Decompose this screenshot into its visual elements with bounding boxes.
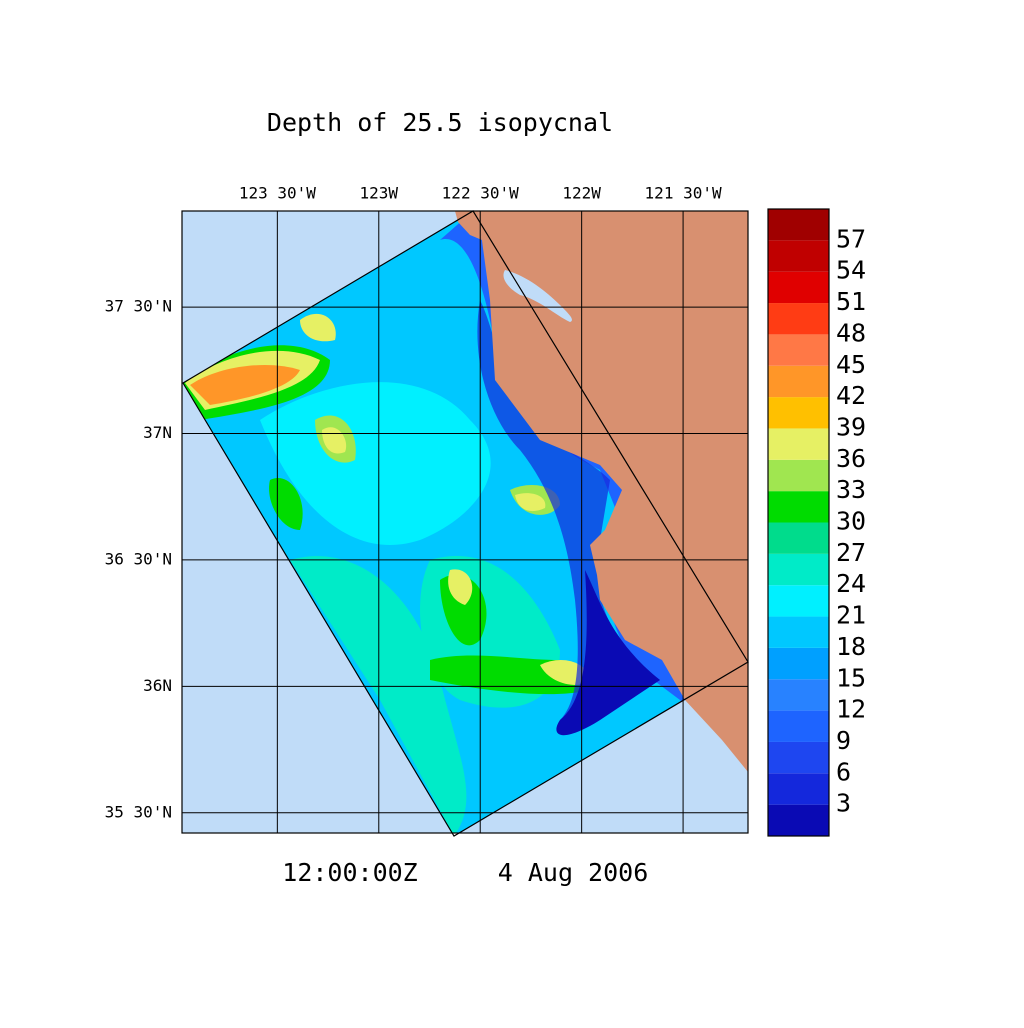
colorbar-frame <box>767 208 830 837</box>
color-box <box>768 741 829 774</box>
lon-tick-label: 122W <box>562 184 601 203</box>
color-box <box>768 773 829 805</box>
level-label: 15 <box>836 663 866 692</box>
level-label: 42 <box>836 381 866 410</box>
level-label: 48 <box>836 318 866 347</box>
map-frame <box>181 210 749 834</box>
level-label: 9 <box>836 726 851 755</box>
time-label: 12:00:00Z <box>282 858 417 887</box>
level-label: 33 <box>836 475 866 504</box>
color-box <box>768 459 829 492</box>
lon-tick-label: 122 30'W <box>442 184 519 203</box>
color-box <box>768 804 829 836</box>
level-label: 54 <box>836 256 866 285</box>
color-box <box>768 679 829 711</box>
lat-tick-label: 37N <box>143 423 172 442</box>
level-label: 6 <box>836 757 851 786</box>
lon-tick-label: 123W <box>360 184 399 203</box>
color-box <box>768 303 829 335</box>
date-label: 4 Aug 2006 <box>498 858 649 887</box>
color-box <box>768 491 829 523</box>
color-box <box>768 647 829 680</box>
color-box <box>768 428 829 460</box>
land <box>478 211 748 772</box>
level-label: 30 <box>836 507 866 536</box>
level-label: 36 <box>836 444 866 473</box>
level-label: 39 <box>836 412 866 441</box>
title: Depth of 25.5 isopycnal <box>267 108 613 137</box>
color-box <box>768 271 829 304</box>
color-box <box>768 585 829 617</box>
color-box <box>768 397 829 429</box>
lon-tick-label: 121 30'W <box>645 184 722 203</box>
color-box <box>768 209 829 241</box>
level-label: 12 <box>836 695 866 724</box>
lon-tick-label: 123 30'W <box>239 184 316 203</box>
color-box <box>768 334 829 366</box>
lat-tick-label: 36N <box>143 676 172 695</box>
level-label: 51 <box>836 287 866 316</box>
level-label: 18 <box>836 632 866 661</box>
level-label: 24 <box>836 569 866 598</box>
color-box <box>768 522 829 554</box>
color-box <box>768 553 829 586</box>
bay <box>503 270 572 322</box>
level-label: 21 <box>836 601 866 630</box>
level-label: 3 <box>836 789 851 818</box>
color-box <box>768 240 829 272</box>
level-label: 57 <box>836 224 866 253</box>
lat-tick-label: 35 30'N <box>105 802 172 821</box>
color-box <box>768 616 829 648</box>
color-box <box>768 365 829 398</box>
lat-tick-label: 36 30'N <box>105 549 172 568</box>
lat-tick-label: 37 30'N <box>105 297 172 316</box>
color-box <box>768 710 829 742</box>
level-label: 27 <box>836 538 866 567</box>
level-label: 45 <box>836 350 866 379</box>
